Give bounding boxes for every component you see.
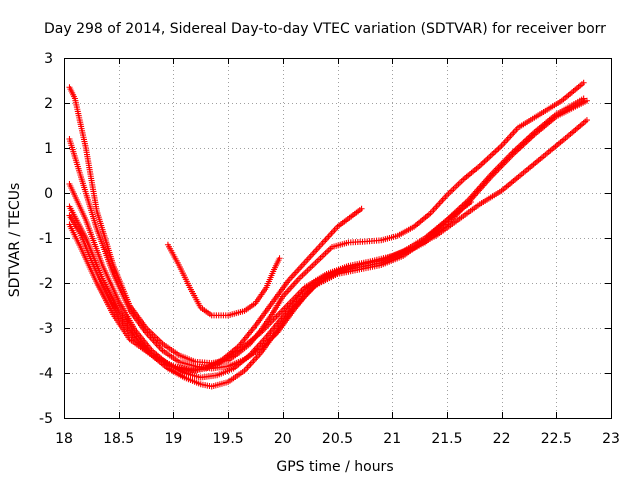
y-tick-label: -2 (39, 276, 53, 292)
y-tick-label: -4 (39, 366, 53, 382)
x-tick-label: 19 (164, 431, 182, 447)
data-point (276, 255, 283, 262)
y-axis-label: SDTVAR / TECUs (7, 183, 23, 298)
y-tick-label: -1 (39, 231, 53, 247)
y-tick-label: 3 (44, 51, 53, 67)
x-tick-label: 20 (274, 431, 292, 447)
x-tick-label: 23 (602, 431, 620, 447)
series-track-5 (66, 205, 365, 374)
y-tick-label: 0 (44, 186, 53, 202)
y-tick-labels: -5 -4 -3 -2 -1 0 1 2 3 (39, 51, 53, 427)
x-tick-label: 21 (383, 431, 401, 447)
x-tick-label: 18.5 (103, 431, 134, 447)
x-tick-label: 22.5 (541, 431, 572, 447)
x-tick-labels: 18 18.5 19 19.5 20 20.5 21 21.5 22 22.5 23 (55, 431, 620, 447)
axis-ticks (64, 58, 612, 419)
series-track-7 (66, 117, 590, 374)
x-tick-label: 22 (493, 431, 511, 447)
series-track-6 (164, 241, 283, 319)
y-tick-label: -3 (39, 321, 53, 337)
y-tick-label: 1 (44, 141, 53, 157)
data-point (583, 97, 590, 104)
y-tick-label: -5 (39, 411, 53, 427)
series-track-1 (66, 79, 587, 367)
data-marks (66, 79, 590, 390)
x-tick-label: 20.5 (322, 431, 353, 447)
data-point (583, 117, 590, 124)
y-tick-label: 2 (44, 96, 53, 112)
x-tick-label: 18 (55, 431, 73, 447)
data-point (358, 205, 365, 212)
data-point (467, 199, 474, 205)
x-tick-label: 19.5 (213, 431, 244, 447)
x-tick-label: 21.5 (431, 431, 462, 447)
chart-title: Day 298 of 2014, Sidereal Day-to-day VTE… (44, 21, 606, 37)
x-axis-label: GPS time / hours (276, 459, 393, 475)
grid (64, 58, 611, 418)
data-point (580, 79, 587, 86)
